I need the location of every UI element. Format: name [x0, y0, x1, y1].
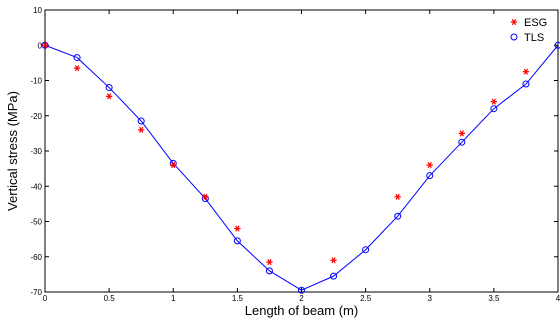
tls-point — [169, 159, 177, 167]
tls-point — [522, 80, 530, 88]
x-tick-label: 0 — [43, 294, 48, 303]
esg-point — [458, 130, 466, 137]
x-tick-label: 1.5 — [232, 294, 244, 303]
legend-tls-label: TLS — [524, 32, 544, 44]
y-tick-label: -20 — [30, 112, 42, 121]
tls-point — [426, 172, 434, 180]
tls-point — [265, 267, 273, 275]
legend-esg-asterisk — [510, 18, 518, 26]
tls-point — [201, 195, 209, 203]
tls-point — [554, 41, 560, 49]
y-tick-label: -60 — [30, 253, 42, 262]
y-tick-label: -40 — [30, 182, 42, 191]
x-tick-label: 0.5 — [104, 294, 116, 303]
tls-series-line — [44, 44, 559, 291]
tls-point — [458, 138, 466, 146]
esg-point — [202, 193, 209, 200]
x-tick-label: 2 — [299, 294, 304, 303]
tls-point — [362, 246, 370, 254]
tls-point — [298, 286, 305, 294]
axis-ticks — [44, 9, 559, 293]
x-tick-label: 4 — [556, 294, 560, 303]
x-tick-label: 1 — [171, 294, 176, 303]
esg-point — [105, 93, 113, 100]
x-tick-labels: 0 0.5 1 1.5 2 2.5 3 3.5 4 — [43, 294, 560, 303]
esg-point — [73, 65, 81, 72]
x-tick-label: 3 — [428, 294, 433, 303]
esg-point — [394, 193, 401, 200]
tls-point — [233, 237, 241, 245]
y-tick-label: -50 — [30, 218, 42, 227]
y-tick-label: 10 — [33, 6, 42, 15]
esg-point — [137, 126, 145, 133]
legend-tls-marker — [510, 33, 518, 41]
x-tick-label: 2.5 — [360, 294, 372, 303]
tls-point — [394, 212, 402, 220]
plot-area — [44, 9, 559, 293]
y-axis-title: Vertical stress (MPa) — [5, 91, 20, 211]
tls-point — [330, 272, 338, 280]
esg-point — [522, 68, 530, 75]
tls-point — [73, 54, 81, 62]
series-layer — [41, 41, 560, 294]
y-tick-label: -10 — [30, 77, 42, 86]
legend-esg-marker — [510, 18, 518, 26]
esg-point — [330, 257, 337, 264]
y-tick-labels: 10 0 -10 -20 -30 -40 -50 -60 -70 — [30, 6, 42, 297]
y-tick-label: -70 — [30, 288, 42, 297]
legend-esg-label: ESG — [524, 17, 547, 29]
esg-point — [266, 258, 273, 266]
legend: ESG TLS — [510, 17, 547, 44]
tls-point — [490, 105, 498, 113]
tls-point — [105, 84, 113, 92]
y-tick-label: -30 — [30, 147, 42, 156]
esg-point — [234, 225, 241, 232]
esg-point — [490, 98, 498, 105]
esg-point — [426, 162, 433, 169]
tls-point — [137, 117, 145, 125]
x-axis-title: Length of beam (m) — [245, 303, 358, 318]
x-tick-label: 3.5 — [488, 294, 500, 303]
esg-point — [41, 42, 49, 49]
esg-point — [170, 162, 177, 169]
y-tick-label: 0 — [38, 41, 43, 50]
